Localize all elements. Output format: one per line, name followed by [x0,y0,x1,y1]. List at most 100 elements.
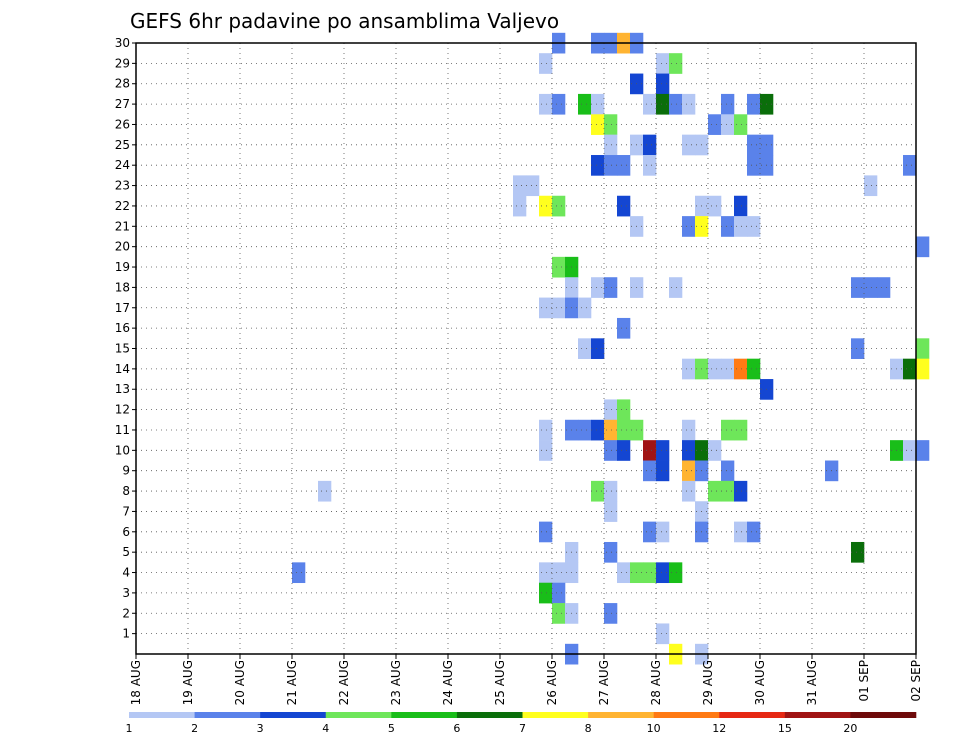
colorbar-swatch [784,712,851,718]
heat-cell [903,358,917,380]
y-axis: 1234567891011121314151617181920212223242… [115,36,136,641]
heat-cell [656,460,670,482]
heat-cell [682,440,696,461]
heat-cell [617,317,631,339]
heat-cell [747,358,761,380]
heat-cell [682,480,696,502]
x-tick-label: 21 AUG [285,660,299,705]
heat-cell [643,93,657,115]
heat-cell [578,338,592,359]
heat-cell [734,480,748,502]
heat-cell [539,53,553,74]
heat-cell [604,440,618,461]
heat-cell [734,195,748,217]
heat-cell [617,155,631,176]
y-tick-label: 10 [115,443,130,457]
heat-cell [682,419,696,441]
x-tick-label: 22 AUG [337,660,351,705]
heat-cell [591,277,605,298]
heat-cell [682,216,696,237]
heat-cell [747,134,761,156]
heat-cell [643,562,657,584]
heat-cell [734,358,748,380]
colorbar-swatch [850,712,917,718]
colorbar-swatch [194,712,261,718]
heat-cell [604,541,618,563]
heat-cell [552,582,566,604]
heat-cell [864,277,878,298]
heat-cell [578,93,592,115]
heat-cell [552,195,566,217]
heat-cell [747,521,761,543]
y-tick-label: 23 [115,179,130,193]
heat-cell [682,134,696,156]
colorbar-swatch [522,712,589,718]
heat-cell [682,358,696,380]
heat-cell [656,440,670,461]
heat-cell [734,419,748,441]
y-tick-label: 12 [115,403,130,417]
heat-cell [539,562,553,584]
heat-cell [864,175,878,197]
heat-cell [721,419,735,441]
colorbar-label: 5 [388,722,395,735]
heat-cell [747,155,761,176]
heat-cell [617,195,631,217]
heat-cell [292,562,306,584]
heat-cell [539,440,553,461]
heat-cell [591,155,605,176]
colorbar-swatch [456,712,523,718]
x-axis: 18 AUG 19 AUG 20 AUG 21 AUG 22 AUG 23 AUG 24 A… [129,654,923,705]
colorbar-swatch [719,712,786,718]
x-tick-label: 25 AUG [493,660,507,705]
heat-cell [643,521,657,543]
colorbar-label: 1 [126,722,133,735]
heat-cell [851,541,865,563]
y-tick-label: 14 [115,362,130,376]
heat-cell [591,480,605,502]
cells-layer [292,32,930,665]
y-tick-label: 30 [115,36,130,50]
heat-cell [708,440,722,461]
heat-cell [604,155,618,176]
colorbar-label: 8 [585,722,592,735]
colorbar-label: 10 [647,722,661,735]
heat-cell [552,93,566,115]
x-tick-label: 20 AUG [233,660,247,705]
heat-cell [552,297,566,319]
heat-cell [604,501,618,522]
colorbar-label: 2 [191,722,198,735]
y-tick-label: 11 [115,423,130,437]
colorbar-swatch [260,712,327,718]
heat-cell [539,297,553,319]
heat-cell [682,93,696,115]
heat-cell [617,399,631,421]
y-tick-label: 16 [115,321,130,335]
y-tick-label: 7 [122,504,130,518]
y-tick-label: 27 [115,97,130,111]
heat-cell [604,603,618,624]
heat-cell [669,277,683,298]
x-tick-label: 30 AUG [753,660,767,705]
colorbar-label: 6 [453,722,460,735]
heat-cell [656,562,670,584]
y-tick-label: 4 [122,566,130,580]
heat-cell [318,480,332,502]
heat-cell [617,562,631,584]
colorbar-label: 7 [519,722,526,735]
y-tick-label: 3 [122,586,130,600]
heat-cell [656,521,670,543]
heat-cell [539,521,553,543]
heat-cell [643,155,657,176]
x-tick-label: 29 AUG [701,660,715,705]
heat-cell [903,440,917,461]
heat-cell [643,134,657,156]
y-tick-label: 28 [115,77,130,91]
heat-cell [539,195,553,217]
heat-cell [604,419,618,441]
heat-cell [513,175,527,197]
heat-cell [656,53,670,74]
heat-cell [591,93,605,115]
heat-cell [916,338,930,359]
